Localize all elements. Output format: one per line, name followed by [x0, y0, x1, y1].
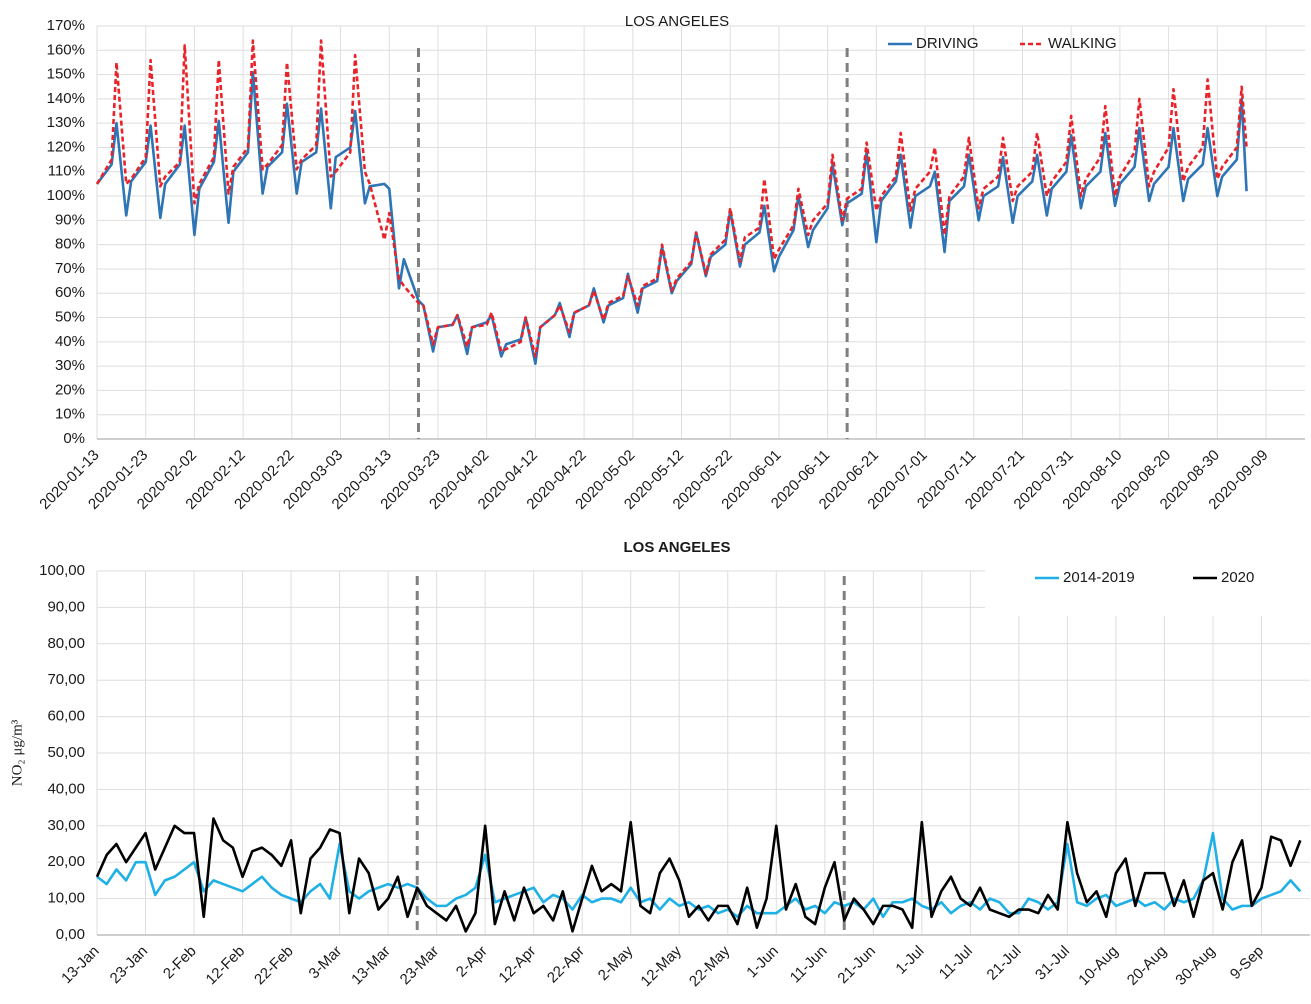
x-tick-label: 1-Jun — [743, 943, 782, 982]
y-tick-label: 70,00 — [47, 671, 85, 688]
y-tick-label: 110% — [48, 163, 85, 180]
y-tick-label: 30,00 — [47, 817, 85, 834]
x-tick-label: 12-Apr — [495, 943, 539, 987]
y-tick-label: 90% — [55, 211, 85, 228]
y-tick-label: 10% — [55, 406, 85, 423]
data-line — [95, 39, 1248, 358]
legend-label: 2014-2019 — [1063, 569, 1135, 586]
data-line — [96, 831, 1302, 919]
y-tick-label: 170% — [47, 17, 85, 34]
y-tick-label: 60,00 — [47, 708, 85, 725]
y-tick-label: 40% — [55, 333, 85, 350]
chart-title: LOS ANGELES — [624, 539, 731, 556]
x-tick-label: 12-May — [637, 942, 685, 990]
y-tick-label: 90,00 — [47, 598, 85, 615]
x-tick-label: 21-Jun — [834, 943, 878, 987]
y-tick-label: 0% — [63, 430, 85, 447]
x-tick-label: 2-May — [595, 942, 637, 984]
legend-label: WALKING — [1048, 35, 1117, 52]
data-line — [95, 817, 1302, 933]
x-tick-label: 31-Jul — [1032, 943, 1073, 984]
y-tick-label: 0,00 — [56, 926, 85, 943]
x-tick-label: 9-Sep — [1227, 943, 1267, 983]
y-axis-label: NO₂ μg/m³ — [9, 719, 25, 786]
y-tick-label: 160% — [47, 41, 85, 58]
x-tick-label: 22-May — [686, 942, 734, 990]
y-tick-label: 40,00 — [47, 780, 85, 797]
x-tick-label: 13-Mar — [348, 943, 394, 989]
x-tick-label: 11-Jun — [787, 943, 831, 987]
y-tick-label: 70% — [55, 260, 85, 277]
y-tick-label: 100% — [47, 187, 85, 204]
y-tick-label: 60% — [55, 284, 85, 301]
x-tick-label: 23-Mar — [397, 943, 443, 989]
x-tick-label: 2-Apr — [453, 943, 491, 981]
chart-title: LOS ANGELES — [625, 13, 729, 30]
x-tick-label: 21-Jul — [984, 943, 1025, 984]
x-tick-label: 22-Apr — [544, 943, 588, 987]
y-tick-label: 120% — [47, 138, 85, 155]
y-tick-label: 50% — [55, 308, 85, 325]
x-tick-label: 3-Mar — [306, 943, 346, 983]
y-tick-label: 80% — [55, 236, 85, 253]
x-tick-label: 10-Aug — [1075, 943, 1121, 989]
x-tick-label: 11-Jul — [936, 943, 976, 983]
y-tick-label: 140% — [47, 90, 85, 107]
y-tick-label: 130% — [47, 114, 85, 131]
legend-label: DRIVING — [916, 35, 979, 52]
x-tick-label: 23-Jan — [107, 943, 151, 987]
y-tick-label: 10,00 — [47, 890, 85, 907]
y-tick-label: 100,00 — [39, 562, 85, 579]
y-tick-label: 150% — [47, 66, 85, 83]
x-tick-label: 30-Aug — [1172, 943, 1218, 989]
x-tick-label: 1-Jul — [892, 943, 927, 978]
y-tick-label: 20% — [55, 381, 85, 398]
x-tick-label: 13-Jan — [58, 943, 102, 987]
y-tick-label: 30% — [55, 357, 85, 374]
y-tick-label: 80,00 — [47, 635, 85, 652]
y-tick-label: 50,00 — [47, 744, 85, 761]
x-tick-label: 2-Feb — [160, 943, 200, 983]
x-tick-label: 22-Feb — [251, 943, 297, 989]
x-tick-label: 20-Aug — [1124, 943, 1170, 989]
x-tick-label: 12-Feb — [203, 943, 249, 989]
data-line — [95, 70, 1248, 365]
y-tick-label: 20,00 — [47, 853, 85, 870]
legend-label: 2020 — [1221, 569, 1254, 586]
legend-box — [985, 558, 1311, 616]
